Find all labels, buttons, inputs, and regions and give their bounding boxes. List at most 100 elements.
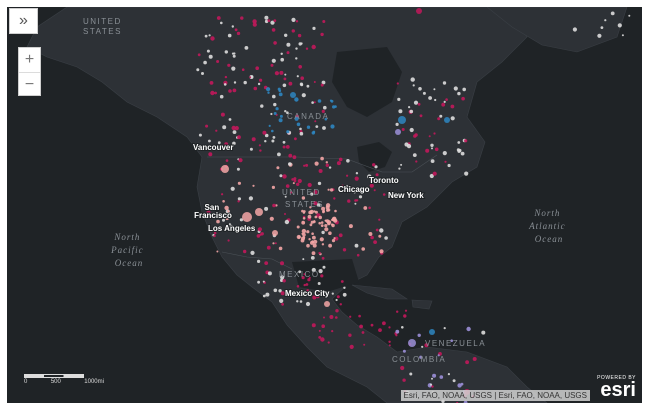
data-point[interactable] (274, 242, 277, 245)
data-point[interactable] (255, 66, 259, 70)
data-point[interactable] (301, 228, 307, 234)
data-point[interactable] (266, 87, 271, 92)
data-point[interactable] (271, 185, 275, 189)
data-point[interactable] (284, 73, 287, 76)
data-point[interactable] (307, 182, 312, 188)
data-point[interactable] (213, 234, 216, 238)
data-point[interactable] (398, 167, 401, 170)
data-point[interactable] (262, 294, 266, 298)
data-point[interactable] (368, 232, 373, 236)
data-point[interactable] (206, 210, 211, 215)
data-point[interactable] (421, 345, 424, 348)
data-point[interactable] (282, 174, 287, 179)
data-point[interactable] (368, 206, 371, 210)
data-point[interactable] (375, 228, 379, 232)
data-point[interactable] (301, 276, 305, 280)
data-point[interactable] (276, 166, 280, 170)
data-point[interactable] (353, 191, 356, 194)
data-point[interactable] (238, 158, 243, 163)
data-point[interactable] (299, 127, 302, 131)
data-point[interactable] (253, 86, 258, 91)
data-point[interactable] (621, 34, 624, 37)
data-point[interactable] (432, 373, 437, 378)
data-point[interactable] (288, 153, 293, 158)
data-point[interactable] (324, 227, 329, 232)
data-point[interactable] (320, 221, 324, 224)
data-point[interactable] (333, 197, 336, 200)
data-point[interactable] (439, 375, 444, 379)
zoom-out-button[interactable]: − (24, 76, 35, 93)
data-point[interactable] (262, 130, 267, 135)
data-point[interactable] (313, 101, 316, 104)
data-point[interactable] (450, 339, 454, 343)
data-point[interactable] (617, 23, 622, 28)
data-point[interactable] (317, 99, 322, 103)
data-point[interactable] (305, 47, 309, 50)
data-point[interactable] (323, 105, 327, 110)
data-point[interactable] (327, 188, 330, 191)
data-point[interactable] (248, 196, 253, 201)
data-point[interactable] (217, 141, 221, 145)
data-point[interactable] (457, 383, 462, 388)
data-point[interactable] (234, 126, 239, 131)
data-point[interactable] (236, 167, 240, 171)
data-point[interactable] (280, 261, 284, 266)
data-point[interactable] (241, 68, 245, 71)
data-point[interactable] (354, 243, 359, 248)
data-point[interactable] (316, 294, 320, 299)
data-point-large[interactable] (290, 92, 296, 98)
data-point[interactable] (388, 340, 391, 343)
data-point[interactable] (297, 178, 302, 184)
data-point[interactable] (270, 112, 273, 116)
data-point[interactable] (464, 171, 469, 176)
data-point[interactable] (306, 289, 310, 292)
data-point[interactable] (314, 120, 317, 123)
data-point[interactable] (291, 178, 294, 181)
data-point[interactable] (397, 97, 401, 101)
data-point[interactable] (262, 280, 265, 283)
data-point[interactable] (597, 33, 602, 38)
data-point[interactable] (222, 200, 225, 203)
data-point[interactable] (369, 183, 374, 188)
data-point[interactable] (197, 53, 201, 57)
data-point[interactable] (290, 191, 293, 194)
data-point[interactable] (222, 218, 225, 222)
data-point[interactable] (310, 220, 314, 224)
data-point[interactable] (325, 161, 328, 164)
data-point[interactable] (347, 199, 351, 203)
data-point[interactable] (402, 349, 406, 353)
data-point[interactable] (257, 227, 262, 232)
data-point[interactable] (284, 195, 287, 198)
data-point[interactable] (292, 155, 297, 160)
data-point[interactable] (225, 159, 229, 162)
data-point[interactable] (264, 133, 269, 138)
data-point[interactable] (342, 292, 347, 297)
data-point[interactable] (275, 204, 278, 207)
data-point[interactable] (335, 316, 338, 319)
data-point[interactable] (293, 179, 297, 183)
data-point[interactable] (465, 360, 469, 365)
data-point[interactable] (274, 71, 279, 76)
data-point[interactable] (472, 357, 477, 361)
data-point[interactable] (278, 246, 283, 251)
data-point[interactable] (457, 91, 461, 96)
data-point[interactable] (312, 26, 316, 30)
data-point[interactable] (213, 231, 217, 235)
data-point[interactable] (318, 336, 322, 339)
data-point[interactable] (273, 288, 278, 293)
data-point[interactable] (453, 86, 458, 91)
data-point[interactable] (251, 137, 256, 142)
data-point[interactable] (378, 234, 382, 238)
data-point[interactable] (374, 165, 378, 169)
data-point[interactable] (260, 104, 264, 108)
data-point[interactable] (278, 289, 282, 293)
data-point-large[interactable] (429, 329, 435, 335)
data-point[interactable] (354, 176, 359, 181)
data-point[interactable] (317, 181, 322, 186)
data-point[interactable] (349, 344, 354, 349)
data-point[interactable] (231, 25, 234, 28)
data-point[interactable] (346, 159, 350, 163)
data-point[interactable] (321, 230, 325, 235)
data-point[interactable] (301, 196, 306, 200)
data-point[interactable] (272, 94, 276, 99)
